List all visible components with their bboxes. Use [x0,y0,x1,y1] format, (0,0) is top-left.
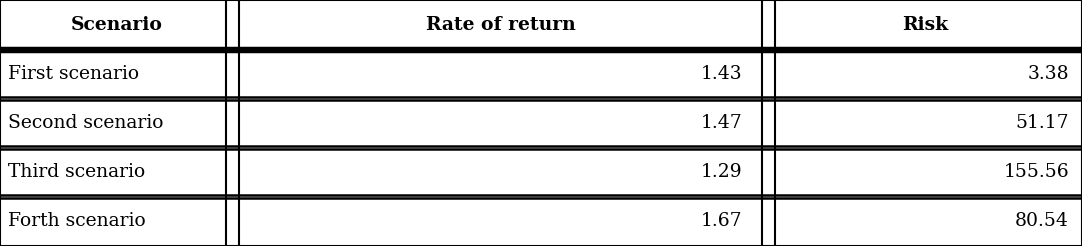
Text: 1.67: 1.67 [701,212,742,231]
Text: 1.29: 1.29 [701,163,742,181]
Text: 1.43: 1.43 [701,65,742,83]
Text: Scenario: Scenario [70,15,162,34]
Text: 155.56: 155.56 [1003,163,1069,181]
Text: Second scenario: Second scenario [8,114,163,132]
Text: 3.38: 3.38 [1028,65,1069,83]
Text: Forth scenario: Forth scenario [8,212,145,231]
Text: Rate of return: Rate of return [425,15,576,34]
Text: 51.17: 51.17 [1015,114,1069,132]
Text: Third scenario: Third scenario [8,163,145,181]
Text: 1.47: 1.47 [700,114,742,132]
Text: 80.54: 80.54 [1015,212,1069,231]
Text: First scenario: First scenario [8,65,138,83]
Text: Risk: Risk [902,15,948,34]
